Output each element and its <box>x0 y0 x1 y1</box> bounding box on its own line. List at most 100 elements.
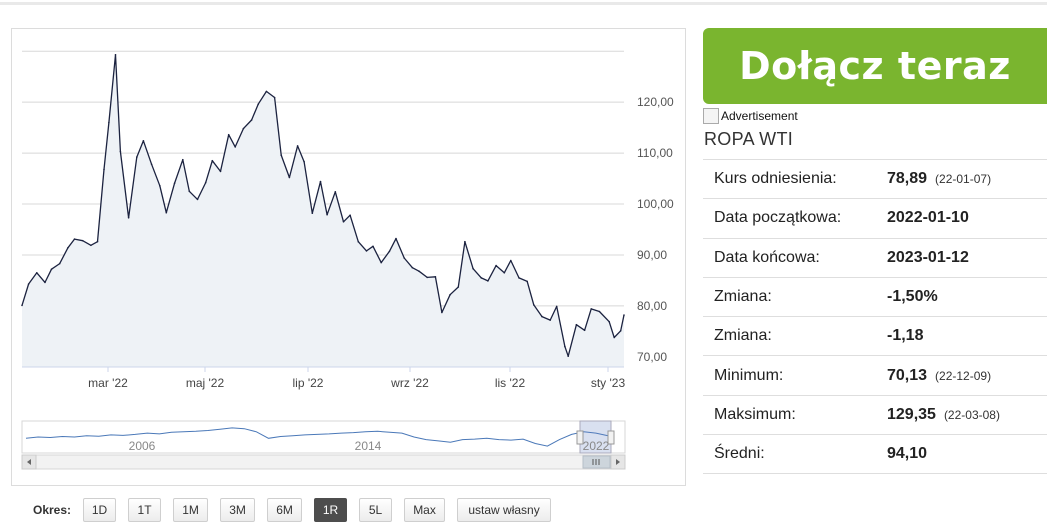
info-value: 129,35 (22-03-08) <box>887 405 1000 423</box>
period-button-custom[interactable]: ustaw własny <box>457 498 552 522</box>
period-selector: Okres: 1D 1T 1M 3M 6M 1R 5L Max ustaw wł… <box>33 497 563 523</box>
price-point <box>395 237 397 240</box>
price-point <box>549 319 551 321</box>
price-point <box>257 103 259 105</box>
info-label: Minimum: <box>714 366 784 384</box>
info-label: Zmiana: <box>714 288 772 306</box>
navigator-label: 2006 <box>129 439 156 453</box>
price-point <box>583 329 586 332</box>
info-row-maximum: Maksimum: 129,35 (22-03-08) <box>703 396 1047 436</box>
x-tick-label: sty '23 <box>591 376 626 390</box>
price-point <box>480 277 483 279</box>
y-tick-label: 110,00 <box>637 146 673 160</box>
info-value: -1,18 <box>887 327 924 345</box>
price-point <box>219 170 222 173</box>
price-point <box>159 184 161 187</box>
info-label: Średni: <box>714 445 765 463</box>
instrument-title: ROPA WTI <box>704 129 794 149</box>
navigator-frame <box>21 420 626 454</box>
info-row-reference: Kurs odniesienia: 78,89 (22-01-07) <box>703 160 1047 200</box>
period-button-1m[interactable]: 1M <box>173 498 209 522</box>
info-label: Data początkowa: <box>714 209 842 227</box>
price-point <box>204 181 207 184</box>
price-point <box>67 247 69 249</box>
price-point <box>326 213 328 216</box>
price-point <box>608 320 610 323</box>
price-point <box>357 240 360 243</box>
info-value: -1,50% <box>887 288 938 306</box>
join-now-button[interactable]: Dołącz teraz <box>703 28 1047 104</box>
info-row-minimum: Minimum: 70,13 (22-12-09) <box>703 356 1047 396</box>
period-button-3m[interactable]: 3M <box>220 498 256 522</box>
y-tick-label: 100,00 <box>637 197 674 211</box>
price-point <box>434 276 437 278</box>
info-row-change-value: Zmiana: -1,18 <box>703 317 1047 357</box>
price-point <box>114 54 117 56</box>
price-point <box>623 314 625 316</box>
price-point <box>182 158 184 161</box>
price-chart[interactable]: 120,00 110,00 100,00 90,00 80,00 70,00 mar '22… <box>12 29 685 485</box>
price-point <box>142 140 145 142</box>
price-point <box>334 191 337 193</box>
arrow-right-icon <box>616 459 620 465</box>
price-point <box>457 286 460 288</box>
price-point <box>441 311 443 314</box>
price-point <box>311 212 314 214</box>
price-point <box>403 257 406 259</box>
price-point <box>165 211 168 214</box>
price-point <box>50 268 53 270</box>
navigator-handle-left[interactable] <box>576 430 584 445</box>
period-button-max[interactable]: Max <box>404 498 446 522</box>
price-point <box>36 272 38 274</box>
period-label: Okres: <box>33 503 72 517</box>
price-point <box>250 119 253 121</box>
advertisement[interactable]: Advertisement <box>703 108 798 124</box>
price-point <box>449 293 451 296</box>
price-point <box>472 267 474 270</box>
price-point <box>510 259 512 262</box>
price-point <box>372 245 374 248</box>
period-button-1d[interactable]: 1D <box>83 498 117 522</box>
period-button-6m[interactable]: 6M <box>267 498 303 522</box>
y-tick-label: 120,00 <box>637 95 674 109</box>
info-row-end-date: Data końcowa: 2023-01-12 <box>703 239 1047 278</box>
price-point <box>188 190 191 193</box>
price-point <box>619 330 622 332</box>
info-label: Kurs odniesienia: <box>714 170 837 188</box>
info-value: 2022-01-10 <box>887 209 969 227</box>
price-chart-panel: 120,00 110,00 100,00 90,00 80,00 70,00 mar '22… <box>11 28 686 486</box>
price-line <box>21 54 625 357</box>
price-point <box>613 336 615 339</box>
navigator-line <box>25 427 609 447</box>
info-date: (22-03-08) <box>943 407 1000 422</box>
price-point <box>127 217 130 219</box>
info-row-average: Średni: 94,10 <box>703 435 1047 475</box>
info-value: 94,10 <box>887 445 928 463</box>
price-point <box>58 262 61 265</box>
price-point <box>555 305 558 308</box>
navigator-handle-right[interactable] <box>607 430 615 445</box>
price-point <box>44 281 46 284</box>
info-date: (22-01-07) <box>935 172 992 187</box>
price-point <box>541 315 543 318</box>
price-point <box>303 160 305 163</box>
broken-image-icon <box>703 108 719 124</box>
grip-icon <box>592 459 600 465</box>
period-button-1r[interactable]: 1R <box>314 498 348 522</box>
navigator-label: 2022 <box>583 439 610 453</box>
price-point <box>349 214 351 216</box>
info-date: (22-12-09) <box>935 368 992 383</box>
scrollbar-track[interactable] <box>21 454 626 470</box>
info-label: Maksimum: <box>714 405 796 423</box>
period-button-1t[interactable]: 1T <box>128 498 162 522</box>
instrument-info-table: Kurs odniesienia: 78,89 (22-01-07) Data p… <box>703 159 1047 475</box>
price-point <box>96 240 99 243</box>
price-point <box>103 168 105 171</box>
price-point <box>81 239 84 242</box>
price-point <box>319 180 322 183</box>
price-point <box>526 280 528 283</box>
price-point <box>90 244 92 247</box>
price-point <box>234 146 236 148</box>
x-tick-label: lis '22 <box>495 376 526 390</box>
period-button-5l[interactable]: 5L <box>359 498 393 522</box>
